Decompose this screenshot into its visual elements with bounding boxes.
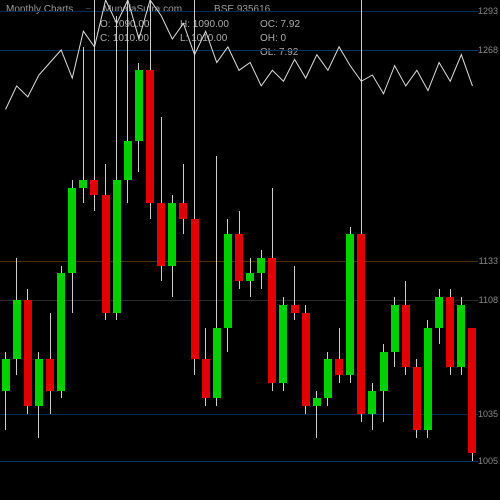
y-axis-label: 1293: [478, 6, 498, 16]
candle-body: [380, 352, 388, 391]
candle-body: [302, 313, 310, 407]
candle-body: [57, 273, 65, 390]
candle-body: [446, 297, 454, 367]
y-axis-label: 1268: [478, 45, 498, 55]
candlestick-chart: Monthly Charts ~ MunafaSutra.com BSE 935…: [0, 0, 500, 500]
candle-body: [113, 180, 121, 313]
candle-body: [179, 203, 187, 219]
grid-line: [0, 11, 478, 12]
candle-body: [335, 359, 343, 375]
candle-body: [157, 203, 165, 266]
candle-body: [90, 180, 98, 196]
grid-line: [0, 50, 478, 51]
candle-body: [135, 70, 143, 140]
candle-body: [124, 141, 132, 180]
candle-body: [413, 367, 421, 430]
candle-body: [146, 70, 154, 203]
candle-wick: [183, 164, 184, 234]
grid-line: [0, 461, 478, 462]
candle-body: [424, 328, 432, 430]
candle-body: [235, 234, 243, 281]
candle-body: [202, 359, 210, 398]
candle-body: [35, 359, 43, 406]
candle-body: [191, 219, 199, 360]
candle-body: [279, 305, 287, 383]
candle-body: [2, 359, 10, 390]
candle-body: [402, 305, 410, 368]
candle-body: [324, 359, 332, 398]
candle-body: [368, 391, 376, 414]
candle-body: [468, 328, 476, 453]
grid-line: [0, 414, 478, 415]
candle-body: [291, 305, 299, 313]
candle-body: [391, 305, 399, 352]
candle-body: [313, 398, 321, 406]
candle-body: [102, 195, 110, 312]
candle-body: [346, 234, 354, 375]
candle-body: [224, 234, 232, 328]
candle-body: [168, 203, 176, 266]
candle-body: [257, 258, 265, 274]
candle-body: [68, 188, 76, 274]
candle-body: [79, 180, 87, 188]
y-axis-label: 1035: [478, 409, 498, 419]
plot-area: [0, 0, 478, 500]
candle-body: [268, 258, 276, 383]
y-axis-label: 1005: [478, 456, 498, 466]
y-axis-label: 1133: [479, 256, 498, 266]
candle-body: [213, 328, 221, 398]
y-axis-label: 1108: [479, 295, 498, 305]
candle-body: [457, 305, 465, 368]
candle-body: [246, 273, 254, 281]
candle-body: [46, 359, 54, 390]
candle-body: [24, 300, 32, 406]
candle-body: [13, 300, 21, 359]
candle-body: [435, 297, 443, 328]
candle-body: [357, 234, 365, 414]
